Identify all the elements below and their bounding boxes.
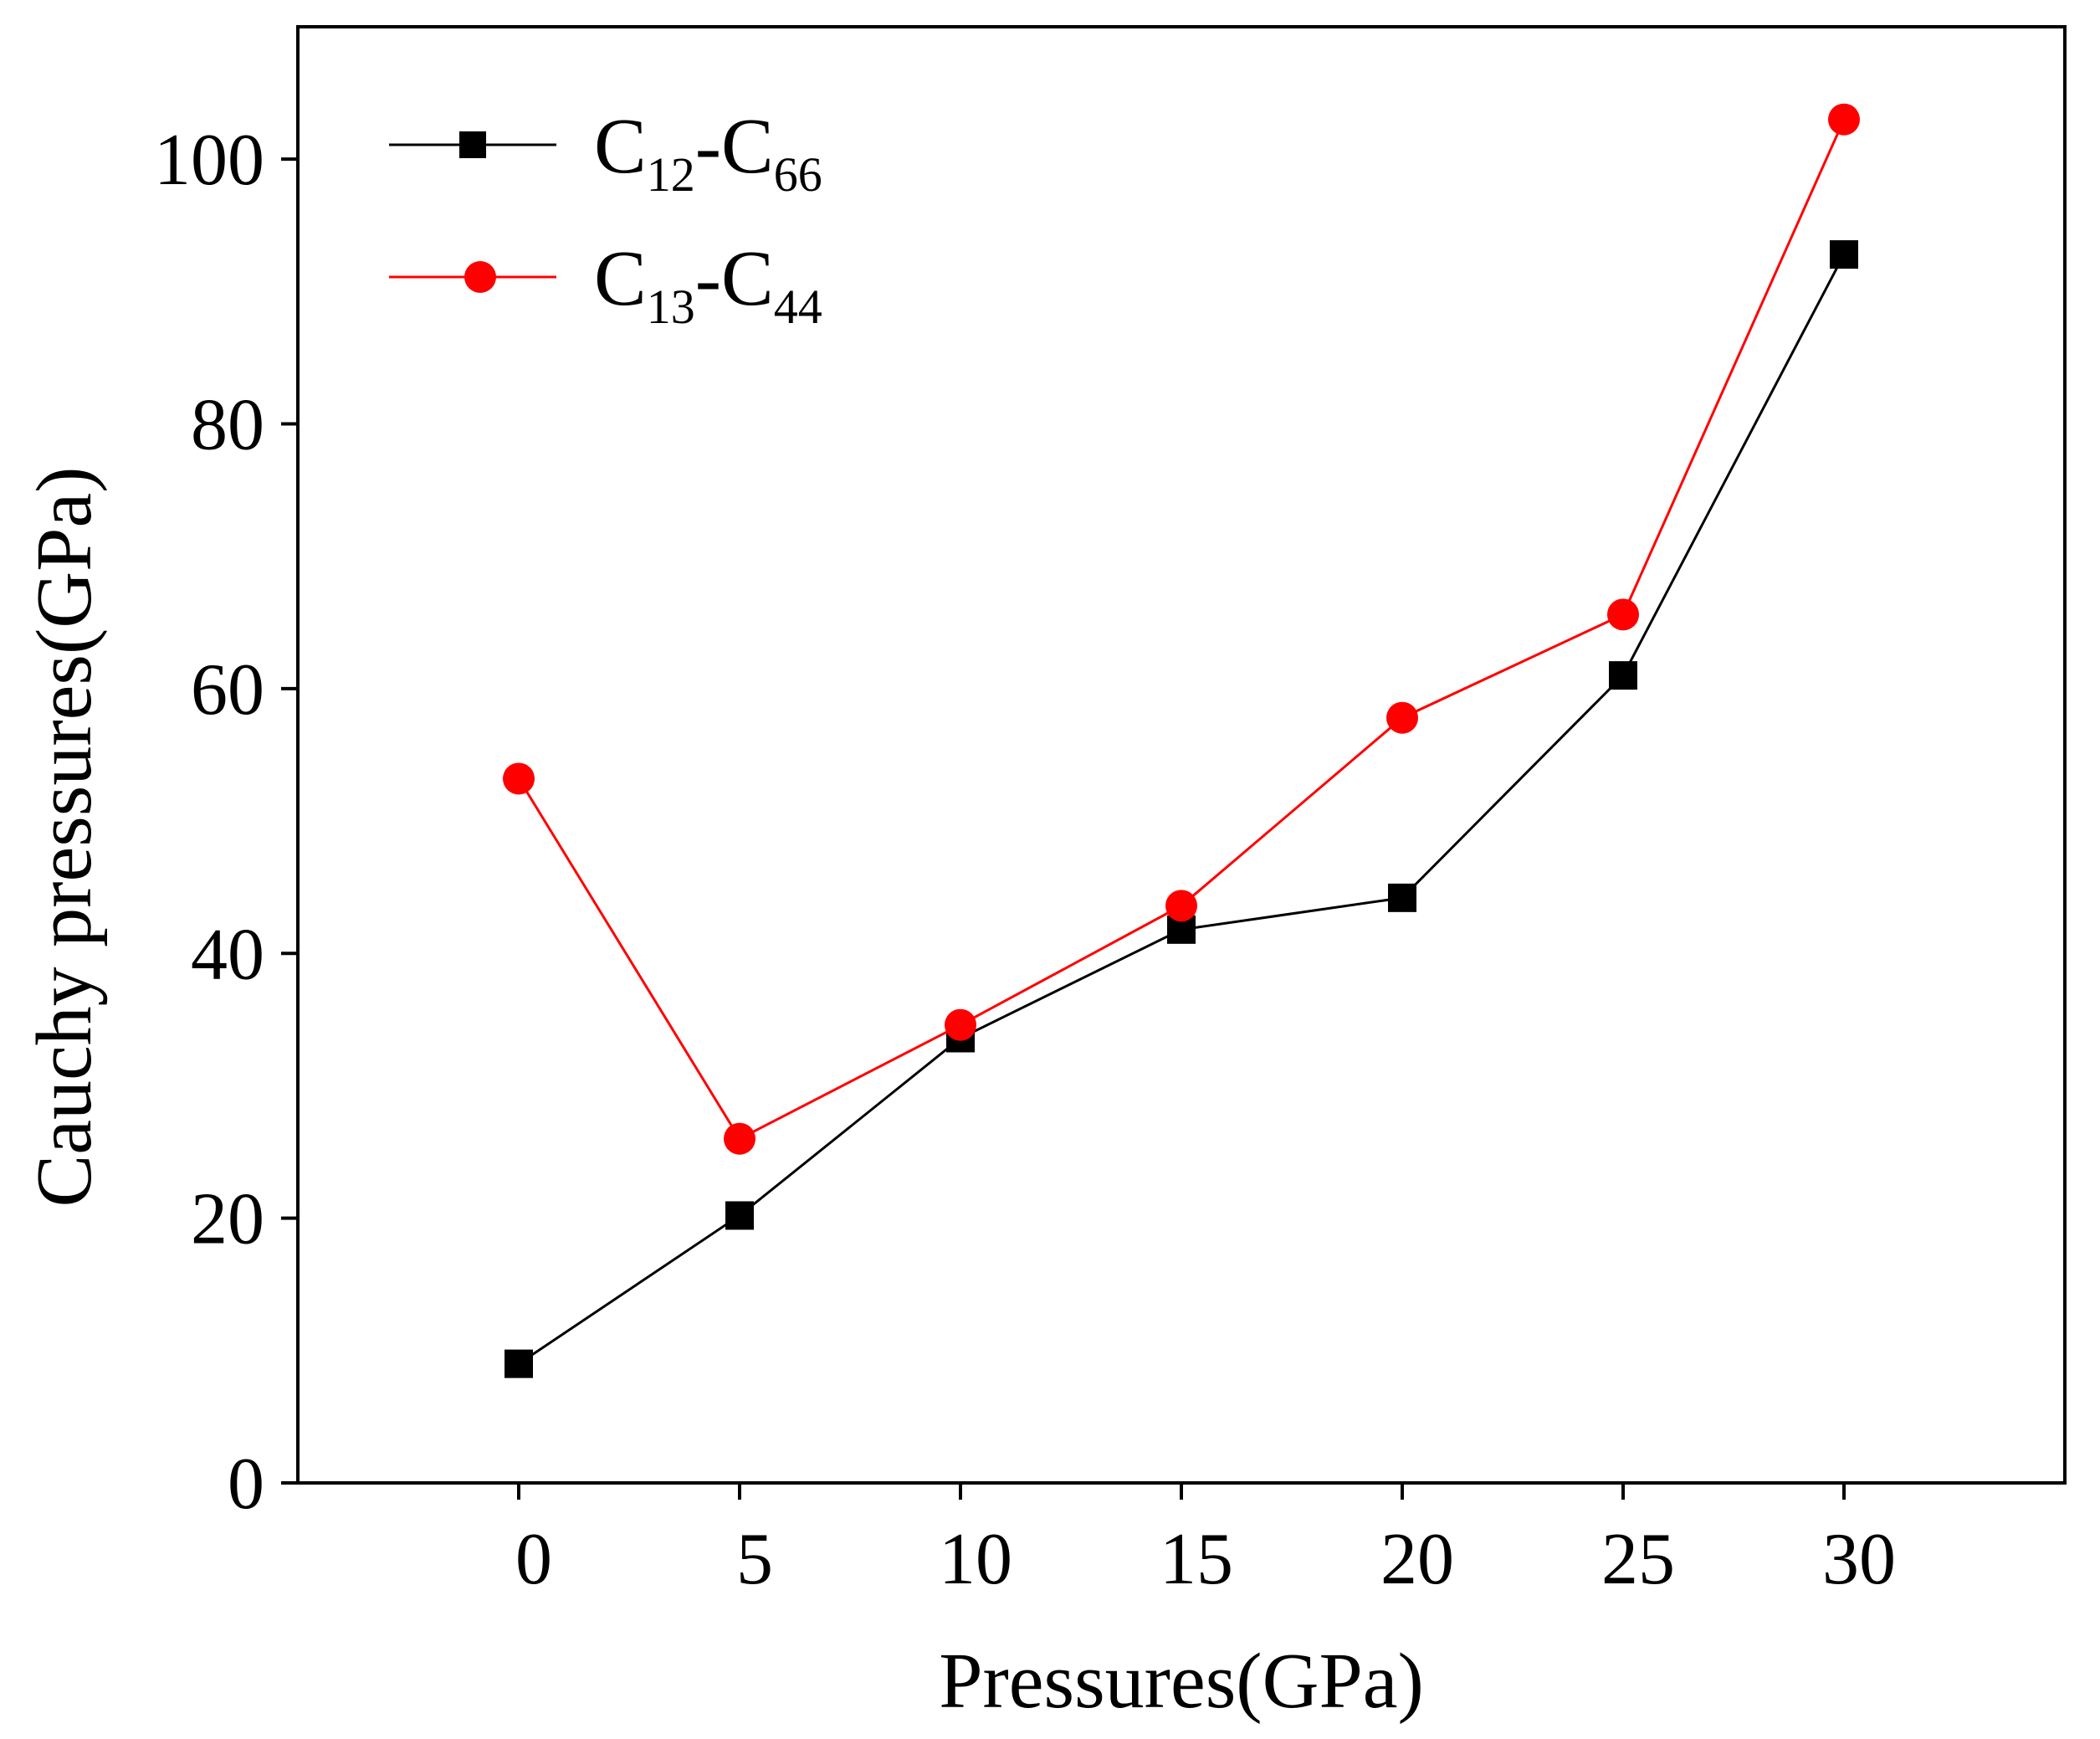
data-point-square xyxy=(505,1349,533,1378)
data-point-square xyxy=(725,1201,754,1230)
legend-label-c12-c66: C12-C66 xyxy=(594,103,822,202)
y-tick-label: 80 xyxy=(191,385,264,466)
data-point-circle xyxy=(503,762,535,795)
y-axis-title: Cauchy pressures(GPa) xyxy=(21,467,108,1208)
y-tick-label: 60 xyxy=(191,649,264,731)
y-tick-label: 100 xyxy=(154,120,264,201)
legend: C12-C66 C13-C44 xyxy=(389,103,822,334)
x-tick-label: 15 xyxy=(1160,1519,1233,1600)
data-point-circle xyxy=(945,1008,976,1041)
data-point-circle xyxy=(1386,701,1418,734)
y-tick-label: 40 xyxy=(191,914,264,995)
data-point-square xyxy=(1609,661,1637,690)
x-tick-label: 0 xyxy=(515,1519,552,1600)
data-point-square xyxy=(1830,240,1858,269)
x-tick-label: 20 xyxy=(1380,1519,1454,1600)
legend-marker-square xyxy=(459,131,486,158)
legend-marker-circle xyxy=(464,261,496,293)
x-tick-label: 25 xyxy=(1601,1519,1675,1600)
x-tick-label: 30 xyxy=(1822,1519,1896,1600)
x-tick-label: 5 xyxy=(736,1519,773,1600)
data-point-circle xyxy=(724,1122,755,1155)
legend-label-c13-c44: C13-C44 xyxy=(594,235,822,334)
y-tick-label: 20 xyxy=(191,1179,264,1260)
x-axis-title: Pressures(GPa) xyxy=(939,1638,1424,1725)
legend-entry-c12-c66: C12-C66 xyxy=(389,103,822,202)
data-point-circle xyxy=(1607,598,1639,631)
data-point-square xyxy=(1388,883,1416,912)
y-tick-label: 0 xyxy=(228,1444,264,1525)
data-point-circle xyxy=(1828,103,1860,136)
legend-entry-c13-c44: C13-C44 xyxy=(389,235,822,334)
x-tick-label: 10 xyxy=(939,1519,1012,1600)
data-point-circle xyxy=(1165,890,1197,922)
series-c13-c44 xyxy=(503,103,1860,1155)
